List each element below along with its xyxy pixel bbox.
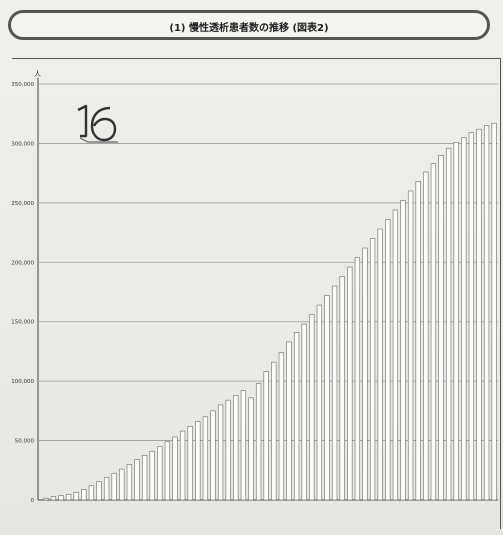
bar <box>468 132 475 501</box>
bar <box>438 155 444 501</box>
bar <box>491 122 497 501</box>
y-axis-unit: 人 <box>34 70 41 78</box>
bar <box>65 493 72 501</box>
bar <box>430 163 437 501</box>
bar <box>240 390 247 501</box>
bar <box>331 285 338 501</box>
bar <box>423 171 429 501</box>
bar <box>445 147 452 501</box>
bar <box>407 190 414 501</box>
y-tick-label: 300,000 <box>11 141 34 147</box>
bar <box>339 276 345 501</box>
bar <box>202 416 209 501</box>
bar <box>225 399 231 501</box>
y-tick-label: 250,000 <box>11 201 34 207</box>
chart-title-box: (1) 慢性透析患者数の推移 (図表2) <box>8 10 490 40</box>
bar <box>301 323 307 501</box>
y-tick-label: 50,000 <box>15 439 35 445</box>
bar <box>385 219 391 501</box>
chart-title: (1) 慢性透析患者数の推移 (図表2) <box>169 23 329 34</box>
bar <box>134 459 140 501</box>
bar <box>58 495 64 501</box>
bar <box>43 497 49 501</box>
bar <box>476 128 482 501</box>
bar <box>88 485 95 501</box>
bar <box>157 446 163 501</box>
bar <box>111 472 117 501</box>
bar <box>141 455 148 501</box>
bar <box>278 352 285 501</box>
bar <box>210 410 216 501</box>
bar <box>415 181 421 501</box>
bar <box>50 496 57 501</box>
bar <box>217 404 224 501</box>
bar <box>149 450 155 501</box>
bar <box>263 371 269 501</box>
bar <box>271 361 277 501</box>
y-tick-label: 150,000 <box>11 320 34 326</box>
bar <box>293 332 300 501</box>
bar <box>81 488 87 501</box>
bar <box>377 228 383 501</box>
bar <box>248 397 254 501</box>
y-tick-label: 350,000 <box>11 82 34 88</box>
bar <box>461 137 467 501</box>
y-tick-label: 0 <box>31 498 35 504</box>
bar <box>362 247 368 501</box>
bar <box>286 341 292 501</box>
chart-frame <box>12 58 501 529</box>
bar <box>233 395 239 501</box>
bar <box>73 491 79 501</box>
bar <box>347 266 353 501</box>
y-tick-label: 200,000 <box>11 260 34 266</box>
logo-16-icon <box>77 104 118 143</box>
bar <box>483 125 490 501</box>
bar <box>309 314 315 501</box>
bar <box>187 426 193 501</box>
bar <box>119 468 125 501</box>
bar <box>400 200 406 501</box>
bar <box>354 257 361 501</box>
bar <box>195 421 201 501</box>
bar <box>179 430 186 501</box>
bar <box>172 436 178 501</box>
bar <box>103 477 110 501</box>
y-tick-label: 100,000 <box>11 379 34 385</box>
bar <box>96 481 102 501</box>
bar <box>316 304 323 501</box>
bar <box>164 441 171 501</box>
bar <box>392 209 399 501</box>
bar <box>324 295 330 501</box>
bar <box>369 238 376 501</box>
bar <box>453 141 459 501</box>
bar <box>126 464 133 501</box>
bar <box>255 383 262 501</box>
